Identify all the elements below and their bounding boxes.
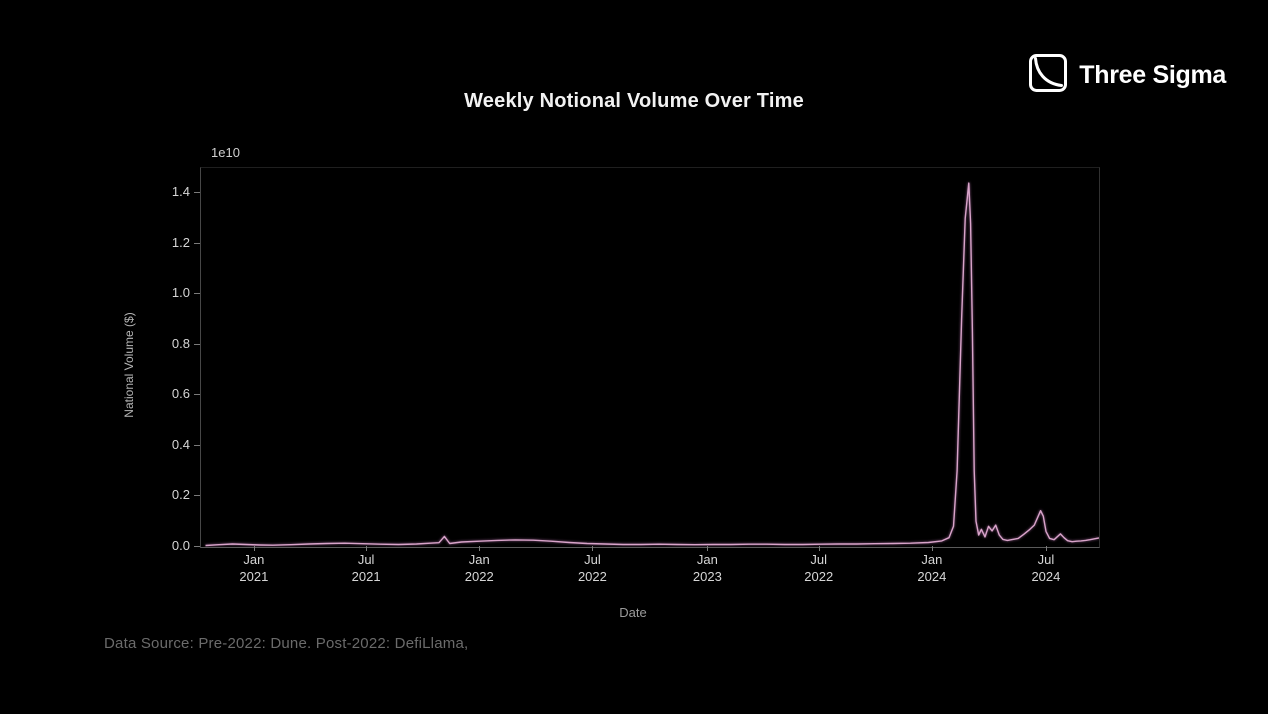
x-axis-title: Date: [619, 605, 647, 620]
y-tick-label: 0.2: [171, 487, 190, 503]
x-tick-label: Jul 2021: [351, 552, 381, 584]
y-tick-label: 0.4: [171, 436, 190, 452]
three-sigma-logo-icon: [1028, 53, 1068, 98]
y-tick-label: 1.0: [171, 285, 190, 301]
y-axis-offset-label: 1e10: [211, 145, 240, 160]
x-tick-label: Jan 2023: [692, 552, 722, 584]
volume-line: [205, 182, 1099, 547]
chart-canvas: [205, 182, 1099, 547]
y-tick-label: 0.0: [171, 537, 190, 553]
x-tick-label: Jan 2022: [464, 552, 494, 584]
three-sigma-logo: Three Sigma: [1028, 53, 1226, 98]
x-tick-label: Jan 2021: [239, 552, 269, 584]
x-tick-label: Jul 2022: [577, 552, 607, 584]
y-axis-title: National Volume ($): [122, 312, 136, 418]
plot-area: [200, 167, 1100, 548]
x-tick-label: Jul 2024: [1031, 552, 1061, 584]
x-tick-label: Jul 2022: [804, 552, 834, 584]
y-tick-label: 1.2: [171, 234, 190, 250]
y-tick-label: 1.4: [171, 184, 190, 200]
y-tick-label: 0.8: [171, 335, 190, 351]
three-sigma-logo-text: Three Sigma: [1079, 61, 1226, 89]
x-tick-label: Jan 2024: [917, 552, 947, 584]
data-source-note: Data Source: Pre-2022: Dune. Post-2022: …: [104, 635, 469, 652]
y-tick-label: 0.6: [171, 386, 190, 402]
page-title: Weekly Notional Volume Over Time: [464, 90, 804, 112]
